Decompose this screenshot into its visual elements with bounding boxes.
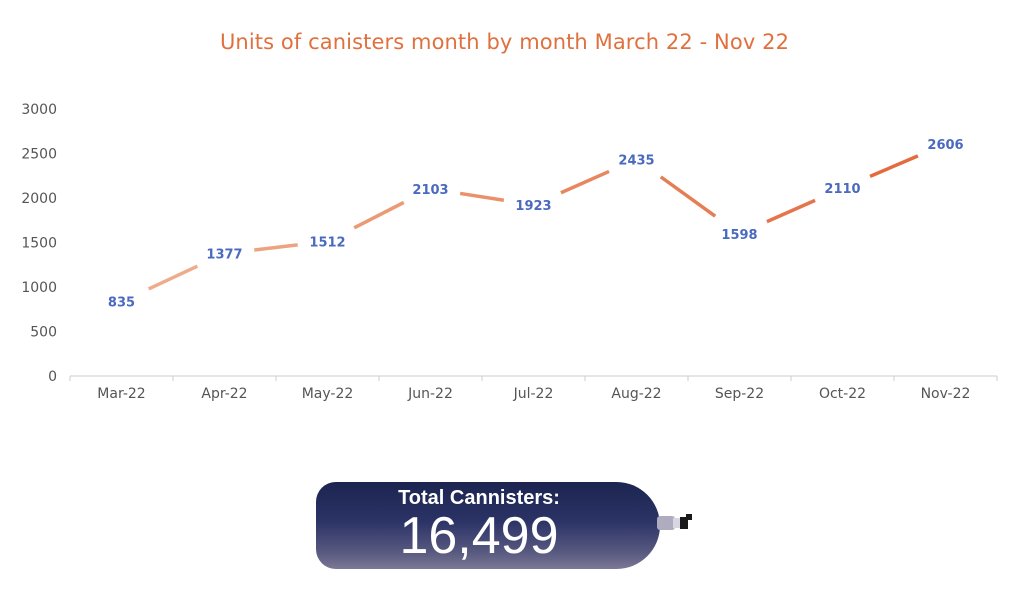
- x-axis: Mar-22 Apr-22 May-22 Jun-22 Jul-22 Aug-22 Sep-…: [69, 375, 998, 402]
- line-segment: [459, 191, 505, 202]
- line-segment: [869, 154, 919, 179]
- line-segment: [147, 264, 199, 291]
- line-segment: [254, 243, 298, 252]
- data-label: 1598: [721, 228, 757, 243]
- data-label: 2435: [618, 153, 654, 168]
- data-label: 1377: [206, 247, 242, 262]
- line-segment: [766, 198, 816, 224]
- y-tick-label: 0: [48, 369, 57, 385]
- x-tick-label: Apr-22: [201, 386, 247, 402]
- data-labels: 835 1377 1512 2103 1923 2435 1598 2110 2606: [108, 138, 964, 311]
- data-label: 2606: [927, 138, 963, 153]
- line-segment: [659, 175, 717, 218]
- x-tick-label: Jul-22: [513, 386, 554, 402]
- y-axis: 0 500 1000 1500 2000 2500 3000: [21, 102, 57, 385]
- data-label: 1923: [515, 199, 551, 214]
- chart-title: Units of canisters month by month March …: [219, 30, 790, 54]
- y-tick-label: 1000: [21, 280, 57, 296]
- total-value: 16,499: [399, 507, 559, 565]
- y-tick-label: 2000: [21, 191, 57, 207]
- x-tick-label: Aug-22: [611, 386, 661, 402]
- line-segment: [560, 169, 610, 195]
- x-tick-label: Jun-22: [407, 386, 453, 402]
- x-tick-label: Oct-22: [819, 386, 866, 402]
- x-tick-label: May-22: [302, 386, 354, 402]
- data-label: 2103: [412, 183, 448, 198]
- y-tick-label: 1500: [21, 236, 57, 252]
- gas-canister-icon: [657, 514, 692, 530]
- data-label: 1512: [309, 235, 345, 250]
- y-tick-label: 3000: [21, 102, 57, 118]
- data-label: 835: [108, 296, 135, 311]
- y-tick-label: 2500: [21, 147, 57, 163]
- y-tick-label: 500: [30, 325, 57, 341]
- total-cannisters-tank: Total Cannisters: 16,499: [316, 482, 660, 569]
- series-line: [147, 154, 919, 291]
- x-tick-label: Mar-22: [97, 386, 145, 402]
- x-tick-label: Sep-22: [715, 386, 764, 402]
- data-label: 2110: [824, 182, 860, 197]
- x-tick-label: Nov-22: [921, 386, 971, 402]
- line-segment: [353, 200, 405, 230]
- line-chart: 0 500 1000 1500 2000 2500 3000 Mar-22 Apr-22 May…: [21, 102, 998, 402]
- total-label: Total Cannisters:: [398, 487, 560, 509]
- tank-body: [316, 482, 660, 569]
